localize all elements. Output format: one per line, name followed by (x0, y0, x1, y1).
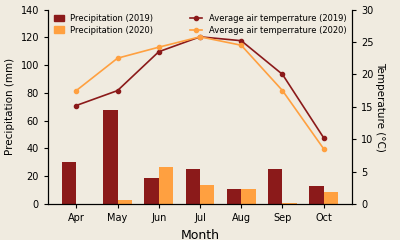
Bar (227, 189, 241, 204)
Y-axis label: Precipitation (mm): Precipitation (mm) (5, 58, 15, 155)
Bar (268, 169, 282, 204)
Bar (324, 192, 338, 204)
Bar (200, 185, 214, 204)
Bar (103, 110, 118, 204)
Bar (241, 189, 256, 204)
X-axis label: Month: Month (180, 228, 220, 240)
Bar (118, 200, 132, 204)
Average air temperrature (2020) (239, 44, 244, 47)
Average air temperrature (2020) (156, 46, 161, 49)
Average air temperrature (2019) (115, 89, 120, 92)
Bar (282, 203, 297, 204)
Line: Average air temperrature (2019): Average air temperrature (2019) (74, 35, 326, 140)
Bar (144, 178, 159, 204)
Bar (186, 169, 200, 204)
Bar (159, 167, 173, 204)
Average air temperrature (2019) (156, 50, 161, 53)
Average air temperrature (2019) (280, 73, 285, 76)
Bar (62, 162, 76, 204)
Average air temperrature (2020) (321, 147, 326, 150)
Legend: Precipitation (2019), Precipitation (2020): Precipitation (2019), Precipitation (202… (51, 12, 156, 37)
Average air temperrature (2019) (74, 104, 79, 107)
Bar (309, 186, 324, 204)
Y-axis label: Temperature (°C): Temperature (°C) (375, 62, 385, 152)
Average air temperrature (2020) (74, 89, 79, 92)
Average air temperrature (2019) (239, 39, 244, 42)
Line: Average air temperrature (2020): Average air temperrature (2020) (74, 35, 326, 151)
Average air temperrature (2020) (198, 35, 202, 38)
Average air temperrature (2020) (115, 57, 120, 60)
Average air temperrature (2020) (280, 89, 285, 92)
Legend: Average air temperrature (2019), Average air temperrature (2020): Average air temperrature (2019), Average… (187, 12, 349, 37)
Average air temperrature (2019) (321, 137, 326, 139)
Average air temperrature (2019) (198, 35, 202, 38)
